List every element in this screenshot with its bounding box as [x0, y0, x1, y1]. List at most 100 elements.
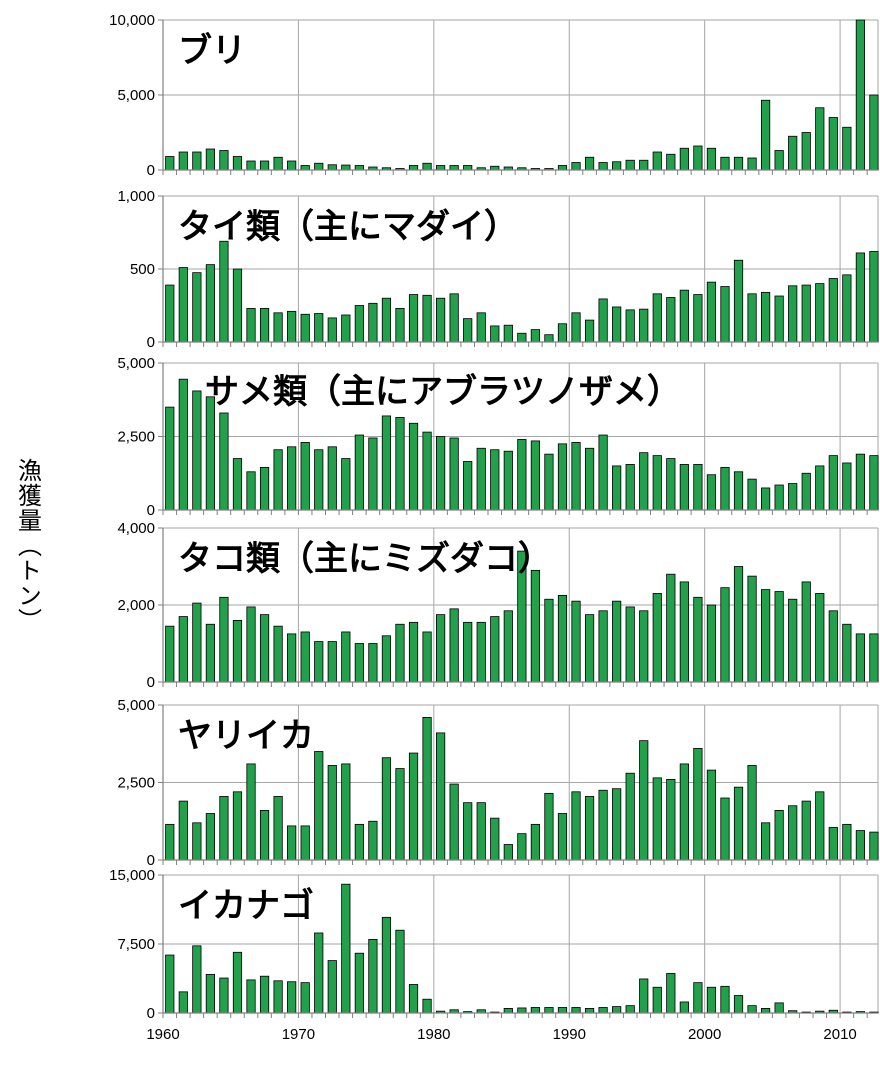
bar-2002 — [733, 566, 744, 683]
bar-1989 — [557, 813, 568, 861]
bar-1968 — [273, 980, 283, 1014]
bar-2005 — [774, 484, 784, 511]
bar-1986 — [517, 1007, 527, 1014]
bar-1996 — [652, 455, 662, 511]
y-axis-label: 漁獲量（トン） — [13, 457, 42, 633]
bar-1960 — [165, 156, 175, 171]
bar-2007 — [801, 581, 811, 683]
x-tick-label: 1980 — [417, 1026, 450, 1043]
bar-2000 — [706, 474, 717, 511]
bar-1985 — [503, 1008, 513, 1014]
x-tick-label: 1960 — [146, 1026, 179, 1043]
panel-4: 0 2,000 4,000 タコ類（主にミズダコ） — [117, 520, 879, 691]
bar-1979 — [422, 162, 432, 171]
bar-2003 — [747, 478, 757, 511]
bar-2002 — [733, 786, 744, 861]
bar-1973 — [341, 763, 351, 861]
bar-2000 — [706, 604, 717, 683]
y-tick-label: 2,500 — [117, 775, 155, 792]
bar-1995 — [639, 978, 649, 1014]
bar-1972 — [327, 446, 337, 511]
bar-1990 — [571, 162, 581, 171]
bar-2001 — [720, 466, 730, 511]
bar-1999 — [693, 596, 703, 683]
bar-1964 — [219, 150, 229, 171]
bar-2012 — [869, 831, 879, 861]
bar-1976 — [381, 757, 392, 861]
panel-title: サメ類（主にアブラツノザメ） — [205, 372, 681, 412]
bar-1971 — [314, 313, 324, 343]
bar-1987 — [530, 440, 540, 511]
bar-1994 — [625, 464, 635, 511]
bar-1987 — [530, 1007, 540, 1014]
bar-1991 — [584, 1008, 595, 1014]
bar-1995 — [639, 159, 649, 171]
bar-1980 — [436, 297, 446, 343]
bar-1991 — [584, 447, 595, 511]
bar-1972 — [327, 960, 337, 1014]
bar-1978 — [408, 165, 419, 171]
bar-1965 — [232, 156, 243, 171]
bar-1967 — [259, 308, 270, 343]
bar-1997 — [666, 573, 676, 683]
bar-1983 — [476, 312, 486, 343]
bar-1995 — [639, 740, 649, 861]
bar-2006 — [788, 805, 798, 861]
bar-1983 — [476, 447, 486, 511]
bar-1971 — [314, 641, 324, 683]
y-tick-label: 0 — [147, 852, 155, 869]
bar-1963 — [205, 623, 215, 683]
bar-1961 — [178, 267, 188, 343]
bar-1999 — [693, 464, 703, 511]
bar-1973 — [341, 631, 351, 683]
bar-2005 — [774, 295, 784, 343]
panel-title: ヤリイカ — [178, 716, 314, 756]
bar-1970 — [300, 982, 310, 1014]
bar-1963 — [205, 813, 215, 861]
panel-5: 0 2,500 5,000 ヤリイカ — [117, 697, 879, 869]
bar-1972 — [327, 317, 337, 343]
panel-title: ブリ — [178, 31, 246, 71]
bar-1964 — [219, 240, 229, 343]
bar-1990 — [571, 791, 581, 861]
bar-2008 — [815, 283, 825, 343]
bar-1967 — [259, 466, 270, 511]
bar-1989 — [557, 323, 568, 343]
bar-1978 — [408, 984, 419, 1014]
bar-1965 — [232, 791, 243, 861]
bar-1997 — [666, 458, 676, 511]
bar-1974 — [354, 643, 364, 683]
bar-2004 — [761, 589, 771, 683]
bar-1964 — [219, 596, 229, 683]
bar-1996 — [652, 777, 662, 861]
bar-1976 — [381, 916, 392, 1014]
bar-1963 — [205, 264, 215, 343]
bar-1992 — [598, 434, 608, 511]
bar-1993 — [612, 1006, 622, 1014]
bar-1972 — [327, 164, 337, 171]
bar-1969 — [287, 310, 297, 343]
bar-2009 — [828, 117, 838, 171]
y-tick-label: 5,000 — [117, 355, 155, 372]
bar-1970 — [300, 313, 310, 343]
bar-2006 — [788, 135, 798, 171]
bar-1969 — [287, 981, 297, 1014]
bar-1990 — [571, 600, 581, 683]
bar-2008 — [815, 791, 825, 861]
bar-2010 — [842, 623, 852, 683]
chart-panels: 0 5,000 10,000 ブリ 0 500 1,000 タイ類（主にマダイ） 0 2,500 5… — [109, 12, 879, 1022]
bar-1984 — [490, 817, 500, 861]
bar-1982 — [463, 802, 473, 861]
x-axis: 1960 1970 1980 1990 2000 2010 — [146, 1026, 856, 1043]
bar-1972 — [327, 641, 337, 683]
bar-1979 — [422, 431, 432, 511]
bar-2005 — [774, 1002, 784, 1014]
bar-1980 — [436, 732, 446, 861]
bar-1989 — [557, 594, 568, 683]
bar-1992 — [598, 610, 608, 683]
bar-1978 — [408, 422, 419, 511]
bar-1999 — [693, 294, 703, 343]
bar-1967 — [259, 614, 270, 683]
bar-2012 — [869, 94, 879, 171]
